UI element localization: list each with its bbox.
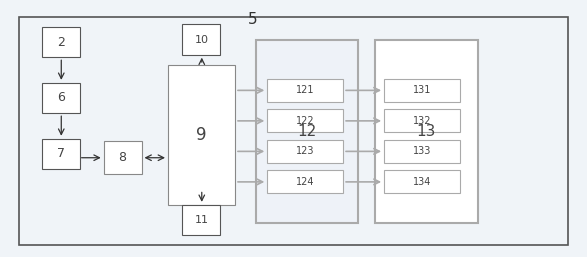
FancyBboxPatch shape [384, 170, 460, 193]
FancyBboxPatch shape [42, 27, 80, 57]
FancyBboxPatch shape [42, 83, 80, 113]
Text: 10: 10 [194, 34, 208, 44]
FancyBboxPatch shape [384, 140, 460, 163]
Text: 131: 131 [413, 85, 431, 95]
FancyBboxPatch shape [267, 79, 343, 102]
Text: 124: 124 [296, 177, 315, 187]
FancyBboxPatch shape [375, 40, 478, 223]
Text: 13: 13 [417, 124, 436, 139]
FancyBboxPatch shape [267, 109, 343, 132]
FancyBboxPatch shape [255, 40, 357, 223]
Text: 7: 7 [58, 148, 65, 160]
FancyBboxPatch shape [384, 109, 460, 132]
Text: 6: 6 [58, 91, 65, 105]
Text: 9: 9 [196, 126, 207, 144]
Text: 134: 134 [413, 177, 431, 187]
Text: 12: 12 [297, 124, 316, 139]
Text: 5: 5 [248, 12, 258, 27]
Text: 11: 11 [194, 215, 208, 225]
Text: 122: 122 [296, 116, 315, 126]
Text: 8: 8 [119, 151, 127, 164]
FancyBboxPatch shape [183, 24, 221, 55]
FancyBboxPatch shape [267, 170, 343, 193]
FancyBboxPatch shape [384, 79, 460, 102]
Text: 121: 121 [296, 85, 315, 95]
Text: 133: 133 [413, 146, 431, 156]
FancyBboxPatch shape [183, 205, 221, 235]
FancyBboxPatch shape [42, 139, 80, 169]
Text: 123: 123 [296, 146, 315, 156]
FancyBboxPatch shape [267, 140, 343, 163]
FancyBboxPatch shape [104, 141, 141, 174]
Text: 2: 2 [58, 35, 65, 49]
Text: 132: 132 [413, 116, 431, 126]
FancyBboxPatch shape [168, 65, 235, 205]
